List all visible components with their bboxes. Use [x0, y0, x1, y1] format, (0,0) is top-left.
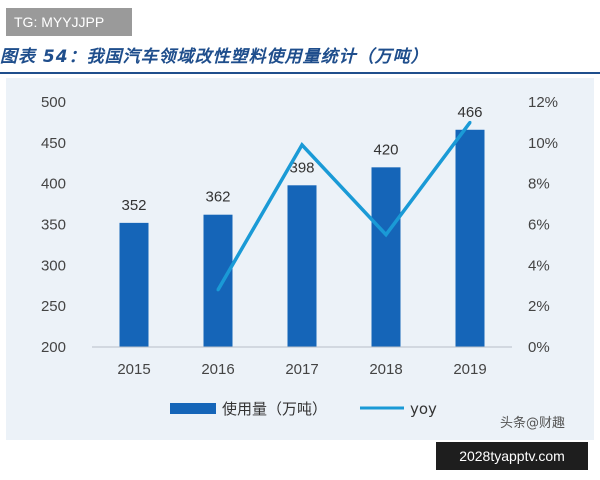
- bar-data-label: 466: [457, 104, 482, 121]
- yoy-point: [300, 143, 304, 147]
- x-tick-label: 2019: [453, 361, 486, 378]
- bar-data-label: 420: [373, 141, 398, 158]
- x-tick-label: 2017: [285, 361, 318, 378]
- y-right-tick-label: 4%: [528, 257, 550, 274]
- bar-data-label: 362: [205, 189, 230, 206]
- y-right-tick-label: 10%: [528, 135, 558, 152]
- legend: 使用量（万吨） yoy: [170, 400, 437, 418]
- y-left-tick-label: 350: [41, 217, 66, 234]
- source-watermark: 头条@财趣: [500, 416, 566, 431]
- yoy-point: [468, 120, 472, 124]
- yoy-point: [216, 288, 220, 292]
- yoy-point: [384, 233, 388, 237]
- y-left-tick-label: 400: [41, 176, 66, 193]
- bar-data-labels: 352 362 398 420 466: [121, 104, 482, 214]
- y-right-tick-label: 2%: [528, 298, 550, 315]
- bottom-badge: 2028tyapptv.com: [436, 442, 588, 470]
- y-left-tick-label: 300: [41, 257, 66, 274]
- bar: [203, 214, 233, 347]
- chart-title: 图表 54：我国汽车领域改性塑料使用量统计（万吨）: [0, 47, 429, 67]
- y-right-tick-label: 0%: [528, 339, 550, 356]
- x-tick-label: 2018: [369, 361, 402, 378]
- legend-bar-swatch: [170, 403, 216, 414]
- y-left-tick-label: 500: [41, 94, 66, 111]
- y-left-tick-label: 450: [41, 135, 66, 152]
- bar: [119, 222, 149, 347]
- y-right-axis: 0% 2% 4% 6% 8% 10% 12%: [528, 94, 558, 356]
- y-left-axis: 200 250 300 350 400 450 500: [41, 94, 66, 356]
- legend-line-label: yoy: [410, 400, 437, 418]
- bar-data-label: 352: [121, 197, 146, 214]
- yoy-line: [216, 121, 472, 291]
- x-axis: 2015 2016 2017 2018 2019: [117, 361, 486, 378]
- y-right-tick-label: 6%: [528, 217, 550, 234]
- x-tick-label: 2016: [201, 361, 234, 378]
- legend-bar-label: 使用量（万吨）: [222, 400, 327, 418]
- x-tick-label: 2015: [117, 361, 150, 378]
- bar: [371, 167, 401, 347]
- top-tag: TG: MYYJJPP: [6, 8, 132, 36]
- y-left-tick-label: 250: [41, 298, 66, 315]
- bar-series: [119, 129, 485, 347]
- y-right-tick-label: 12%: [528, 94, 558, 111]
- title-divider: [0, 72, 600, 74]
- bar-data-label: 398: [289, 159, 314, 176]
- y-right-tick-label: 8%: [528, 176, 550, 193]
- y-left-tick-label: 200: [41, 339, 66, 356]
- bar: [455, 129, 485, 347]
- bar: [287, 185, 317, 347]
- yoy-series: [216, 120, 472, 292]
